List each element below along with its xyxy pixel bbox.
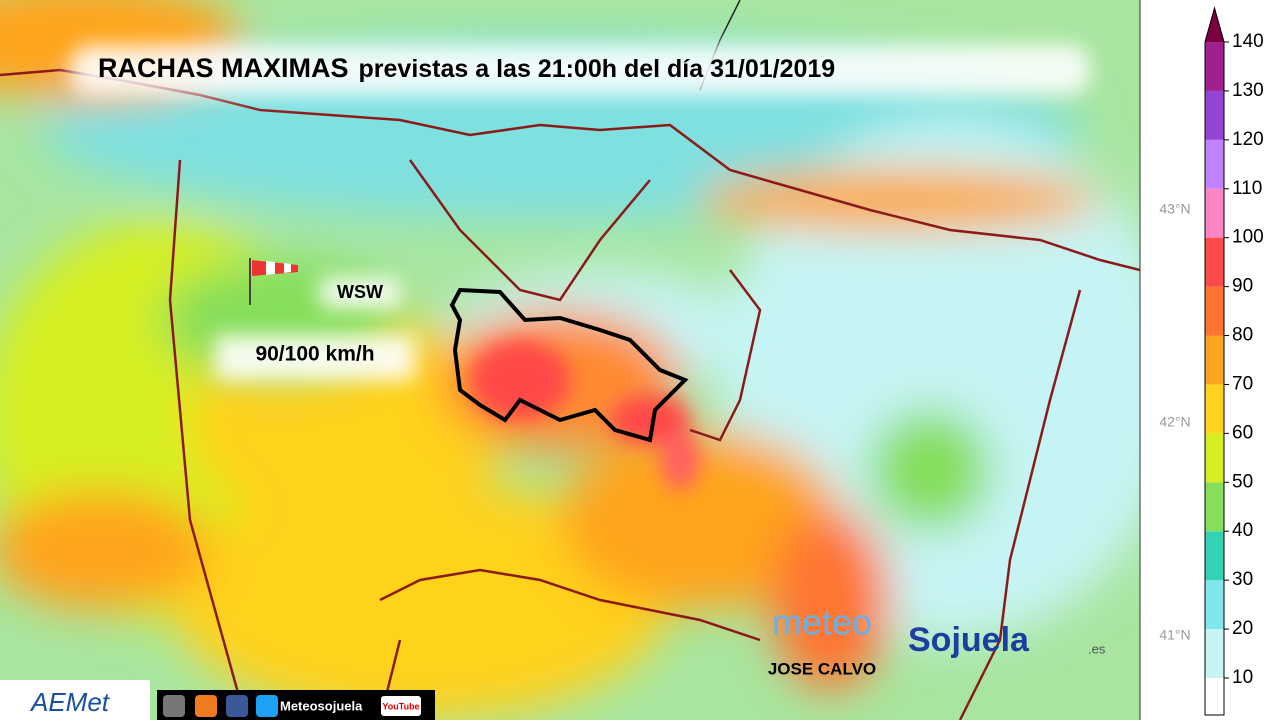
- brand-name: Sojuela: [908, 621, 1030, 659]
- colorbar-tick-label: 110: [1232, 178, 1262, 199]
- colorbar-band: [1205, 237, 1224, 287]
- colorbar-band: [1205, 139, 1224, 189]
- colorbar-tick-label: 20: [1232, 618, 1253, 639]
- title-bold: RACHAS MAXIMAS: [98, 53, 349, 83]
- brand-meteo: meteo: [772, 602, 872, 643]
- author: JOSE CALVO: [768, 659, 876, 678]
- latitude-label: 42°N: [1159, 414, 1190, 430]
- colorbar-tick-label: 60: [1232, 422, 1253, 443]
- instagram-icon[interactable]: [163, 695, 185, 717]
- latitude-label: 43°N: [1159, 201, 1190, 217]
- twitter-icon[interactable]: [256, 695, 278, 717]
- aemet-logo: AEMet: [29, 687, 111, 717]
- colorbar-tick-label: 10: [1232, 667, 1253, 688]
- colorbar-band: [1205, 433, 1224, 483]
- colorbar-band: [1205, 482, 1224, 532]
- colorbar-band: [1205, 286, 1224, 336]
- brand-tld: .es: [1088, 641, 1106, 656]
- colorbar-band: [1205, 531, 1224, 581]
- colorbar-band: [1205, 188, 1224, 238]
- colorbar-band: [1205, 335, 1224, 385]
- brand: meteo Sojuela .es JOSE CALVO: [768, 602, 1106, 679]
- colorbar-band: [1205, 42, 1224, 91]
- colorbar-tick-label: 50: [1232, 471, 1253, 492]
- colorbar-tick-label: 30: [1232, 569, 1253, 590]
- windsock-icon: [249, 258, 298, 305]
- map-field: [0, 0, 1140, 720]
- colorbar-tick-label: 130: [1232, 80, 1264, 101]
- colorbar-arrow: [1205, 8, 1224, 42]
- colorbar-tick-label: 40: [1232, 520, 1253, 541]
- colorbar-frame: [1204, 6, 1225, 716]
- colorbar-tick-label: 140: [1232, 31, 1264, 52]
- colorbar-band: [1205, 629, 1224, 678]
- social-bar: Meteosojuela YouTube: [157, 690, 435, 720]
- social-handle: Meteosojuela: [280, 698, 363, 713]
- colorbar-band: [1205, 90, 1224, 140]
- facebook-icon[interactable]: [226, 695, 248, 717]
- colorbar-tick-label: 120: [1232, 129, 1264, 150]
- colorbar-tick-label: 70: [1232, 373, 1253, 394]
- colorbar-tick-label: 80: [1232, 325, 1253, 346]
- colorbar-band: [1205, 384, 1224, 434]
- colorbar-band: [1205, 580, 1224, 630]
- wind-direction: WSW: [337, 282, 383, 302]
- youtube-icon[interactable]: [381, 696, 421, 716]
- aemet-box: [0, 680, 150, 720]
- la-rioja-outline: [449, 287, 689, 443]
- colorbar-band: [1205, 678, 1224, 715]
- latitude-label: 41°N: [1159, 627, 1190, 643]
- colorbar-tick-label: 90: [1232, 276, 1253, 297]
- title-rest: previstas a las 21:00h del día 31/01/201…: [359, 55, 836, 83]
- colorbar-tick-label: 100: [1232, 227, 1264, 248]
- title: RACHAS MAXIMAS previstas a las 21:00h del…: [98, 53, 835, 83]
- blogger-icon[interactable]: [195, 695, 217, 717]
- wind-speed: 90/100 km/h: [255, 343, 374, 366]
- youtube-label: YouTube: [382, 701, 419, 711]
